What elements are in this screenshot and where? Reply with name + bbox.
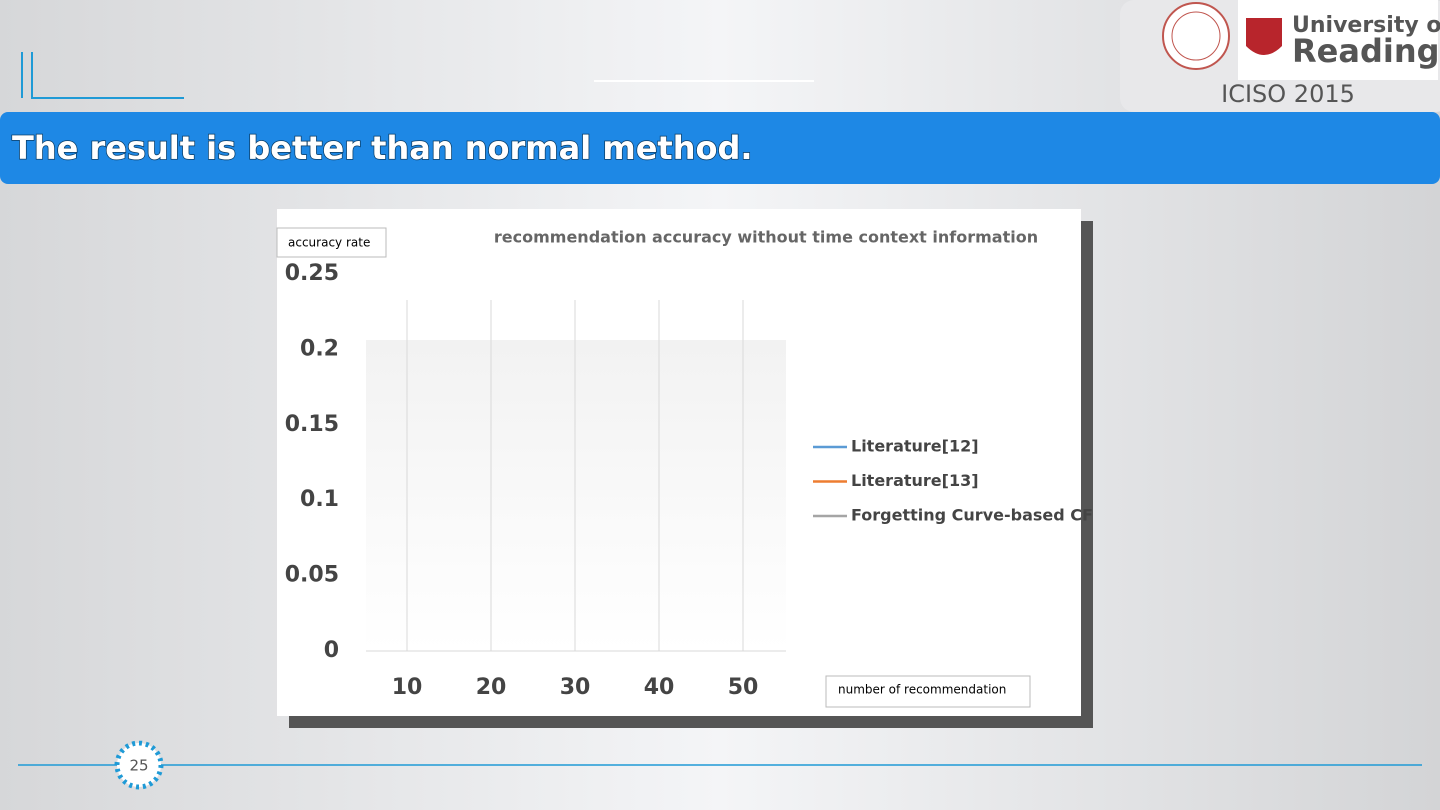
seal bbox=[1171, 11, 1221, 61]
conference: ICISO 2015 bbox=[1221, 80, 1355, 108]
logo-text: Reading bbox=[1292, 32, 1440, 70]
y-tick-label: 0 bbox=[324, 638, 339, 663]
logo-text: University of bbox=[1292, 13, 1440, 38]
y-tick-label: 0.1 bbox=[300, 487, 339, 512]
crest bbox=[1246, 18, 1282, 55]
seal bbox=[1162, 2, 1230, 70]
chart-title: recommendation accuracy without time con… bbox=[494, 228, 1038, 247]
legend-label: Literature[12] bbox=[851, 437, 979, 456]
x-tick-label: 40 bbox=[644, 675, 675, 700]
y-tick-label: 0.2 bbox=[300, 336, 339, 361]
plot-area bbox=[366, 340, 786, 651]
y-tick-label: 0.05 bbox=[285, 563, 339, 588]
x-tick-label: 20 bbox=[476, 675, 507, 700]
title-bar bbox=[0, 112, 1440, 184]
legend-label: Forgetting Curve-based CF bbox=[851, 506, 1093, 525]
y-tick-label: 0.15 bbox=[285, 412, 339, 437]
x-axis-label: number of recommendation bbox=[838, 683, 1006, 697]
y-axis-label: accuracy rate bbox=[288, 236, 370, 250]
legend-label: Literature[13] bbox=[851, 471, 979, 490]
page-number: 25 bbox=[129, 757, 148, 775]
x-label-box bbox=[825, 675, 1031, 708]
y-tick-label: 0.25 bbox=[285, 261, 339, 286]
page-badge bbox=[114, 740, 164, 790]
slide-title: The result is better than normal method. bbox=[12, 129, 753, 167]
x-tick-label: 50 bbox=[728, 675, 759, 700]
y-label-box bbox=[276, 227, 387, 258]
x-tick-label: 30 bbox=[560, 675, 591, 700]
deco bbox=[21, 52, 184, 99]
x-tick-label: 10 bbox=[392, 675, 423, 700]
